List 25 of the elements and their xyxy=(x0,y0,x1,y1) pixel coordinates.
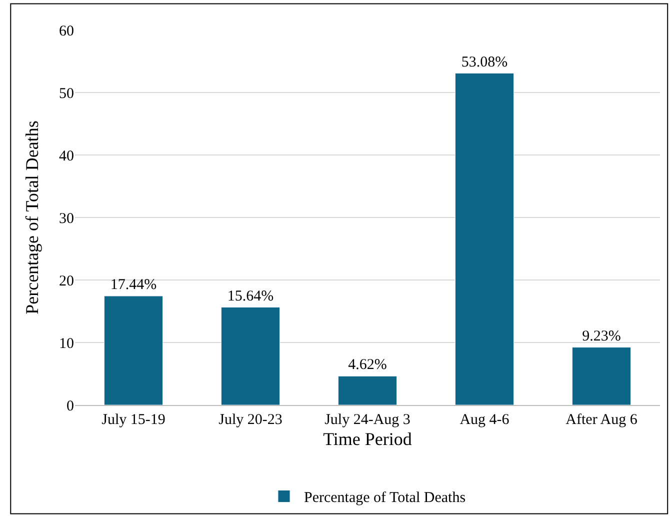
x-tick-label: July 20-23 xyxy=(218,412,282,428)
x-tick-label: July 15-19 xyxy=(102,412,166,428)
bar xyxy=(572,347,631,405)
x-tick-label: After Aug 6 xyxy=(566,412,638,428)
bar xyxy=(455,73,514,405)
bar xyxy=(104,296,163,405)
x-tick-label: Aug 4-6 xyxy=(460,412,510,428)
y-tick-label: 30 xyxy=(59,210,74,227)
y-tick-label: 40 xyxy=(59,148,74,164)
x-axis-title: Time Period xyxy=(323,429,412,450)
x-tick-label: July 24-Aug 3 xyxy=(324,412,410,428)
data-label: 15.64% xyxy=(227,288,274,304)
bar xyxy=(338,376,397,405)
data-label: 17.44% xyxy=(110,277,157,293)
data-label: 53.08% xyxy=(461,54,508,70)
data-label: 4.62% xyxy=(348,357,387,374)
y-axis-title: Percentage of Total Deaths xyxy=(22,120,42,314)
legend-label: Percentage of Total Deaths xyxy=(304,490,466,506)
y-tick-label: 10 xyxy=(59,336,74,352)
y-tick-label: 50 xyxy=(59,86,74,102)
y-tick-label: 20 xyxy=(59,273,74,290)
data-label: 9.23% xyxy=(582,328,621,344)
y-tick-label: 0 xyxy=(66,398,74,414)
bar xyxy=(221,307,280,405)
y-tick-label: 60 xyxy=(59,23,74,40)
